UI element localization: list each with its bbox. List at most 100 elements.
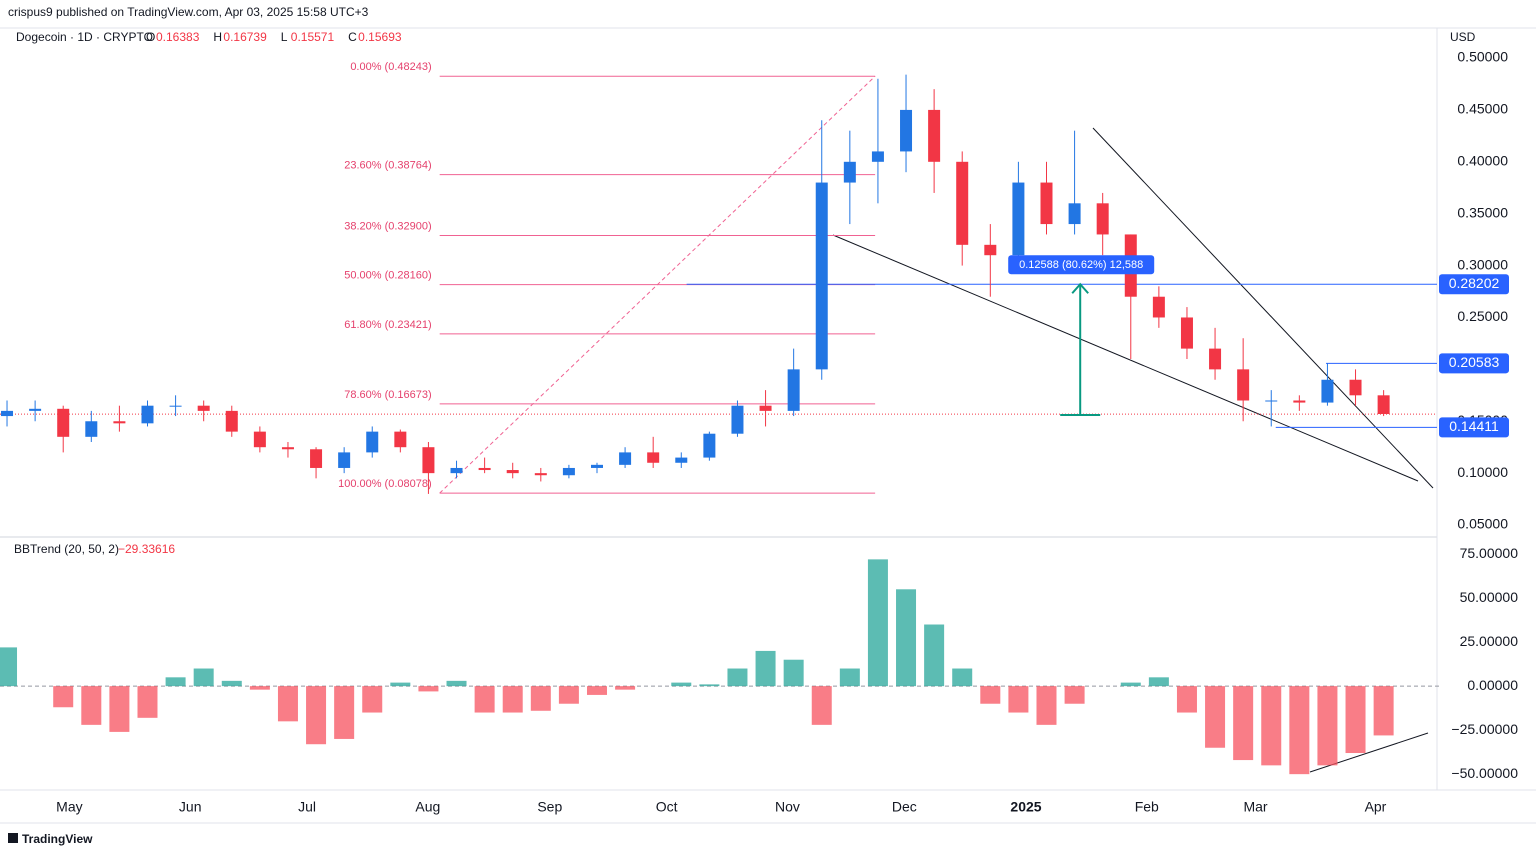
bbtrend-bar <box>727 668 748 687</box>
indicator-value: −29.33616 <box>118 542 175 556</box>
bbtrend-bar <box>1008 686 1029 713</box>
y-tick-label: 0.00000 <box>1467 677 1518 693</box>
bbtrend-bar <box>699 684 720 687</box>
bbtrend-bar <box>867 559 888 687</box>
bbtrend-bar <box>530 686 551 711</box>
ohlc-key: L <box>281 30 288 44</box>
bbtrend-bar <box>474 686 495 713</box>
price-tag-label: 0.20583 <box>1449 354 1500 370</box>
ohlc-value: 0.15693 <box>358 30 402 44</box>
candle-body <box>956 161 969 245</box>
y-tick-label: 0.45000 <box>1457 101 1508 117</box>
candle-body <box>366 431 379 453</box>
candle-body <box>422 447 435 474</box>
bbtrend-bar <box>952 668 973 687</box>
bbtrend-bar <box>0 647 18 687</box>
candle-body <box>225 410 238 432</box>
ohlc-key: O <box>146 30 155 44</box>
candle-body <box>1377 395 1390 414</box>
candle-body <box>57 408 70 437</box>
ohlc-key: C <box>348 30 357 44</box>
candle-body <box>534 473 547 476</box>
bbtrend-bar <box>418 686 439 692</box>
x-tick-label: Dec <box>892 799 917 815</box>
bbtrend-bar <box>896 589 917 687</box>
candle-body <box>843 161 856 183</box>
fib-label: 78.60% (0.16673) <box>344 389 431 401</box>
y-tick-label: −25.00000 <box>1451 721 1518 737</box>
candle-body <box>900 109 913 152</box>
candle-body <box>1068 203 1081 225</box>
bbtrend-bar <box>390 682 411 687</box>
bbtrend-bar <box>81 686 102 725</box>
candle-body <box>871 151 884 162</box>
candle-body <box>590 464 603 468</box>
bbtrend-bar <box>839 668 860 687</box>
candle-body <box>281 447 294 450</box>
candle-body <box>29 408 42 411</box>
ohlc-value: 0.15571 <box>291 30 335 44</box>
x-tick-label: Oct <box>656 799 678 815</box>
candle-body <box>1152 296 1165 318</box>
ohlc-key: H <box>213 30 222 44</box>
bbtrend-bar <box>924 624 945 687</box>
bbtrend-bar <box>1289 686 1310 775</box>
measure-box <box>1008 255 1155 275</box>
y-tick-label: 0.35000 <box>1457 204 1508 220</box>
y-tick-label: 0.40000 <box>1457 153 1508 169</box>
candle-body <box>787 369 800 411</box>
x-tick-label: Jun <box>179 799 202 815</box>
trend-line <box>1309 732 1429 773</box>
y-tick-label: 0.50000 <box>1457 49 1508 65</box>
bbtrend-bar <box>755 650 776 687</box>
bbtrend-bar <box>221 680 242 687</box>
candle-body <box>338 452 351 468</box>
y-tick-label: 0.10000 <box>1457 464 1508 480</box>
candle-body <box>1265 400 1278 402</box>
bbtrend-bar <box>137 686 158 718</box>
bbtrend-bar <box>1148 677 1169 687</box>
bbtrend-bar <box>615 686 636 690</box>
candle-body <box>478 467 491 471</box>
candle-body <box>815 182 828 370</box>
candle-body <box>1012 182 1025 256</box>
candle-body <box>984 244 997 256</box>
logo-mark <box>8 833 18 843</box>
candle-body <box>113 421 126 424</box>
candle-body <box>1180 317 1193 349</box>
bbtrend-bar <box>502 686 523 713</box>
fib-label: 61.80% (0.23421) <box>344 319 431 331</box>
symbol-title: Dogecoin · 1D · CRYPTO <box>16 30 153 44</box>
candle-body <box>1096 203 1109 235</box>
bbtrend-bar <box>277 686 298 722</box>
candle-body <box>703 433 716 458</box>
ohlc-value: 0.16383 <box>156 30 200 44</box>
bbtrend-bar <box>1120 682 1141 687</box>
x-tick-label: Mar <box>1243 799 1267 815</box>
currency: USD <box>1450 30 1476 44</box>
candle-body <box>197 405 210 411</box>
candle-body <box>1 410 14 417</box>
candle-body <box>562 467 575 476</box>
candle-body <box>1293 400 1306 403</box>
x-tick-label: May <box>56 799 82 815</box>
candle-body <box>394 431 407 448</box>
y-tick-label: 0.25000 <box>1457 308 1508 324</box>
bbtrend-bar <box>334 686 355 739</box>
x-tick-label: Sep <box>537 799 562 815</box>
bbtrend-bar <box>362 686 383 713</box>
bbtrend-bar <box>1373 686 1394 736</box>
candle-body <box>1237 369 1250 401</box>
bbtrend-bar <box>783 659 804 687</box>
bbtrend-bar <box>1176 686 1197 713</box>
bbtrend-bar <box>1205 686 1226 748</box>
price-tag <box>1439 417 1509 438</box>
fib-label: 38.20% (0.32900) <box>344 220 431 232</box>
x-tick-label: Nov <box>775 799 800 815</box>
measure-head <box>1071 282 1089 294</box>
y-tick-label: 25.00000 <box>1460 633 1519 649</box>
wedge-line <box>832 234 1419 482</box>
bbtrend-bar <box>1036 686 1057 725</box>
candle-body <box>450 467 463 474</box>
